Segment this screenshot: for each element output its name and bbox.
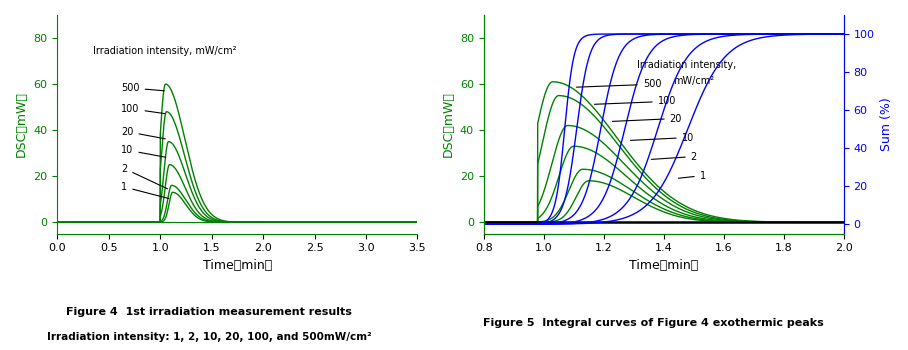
Text: 1: 1: [678, 170, 706, 181]
Text: 10: 10: [121, 145, 166, 157]
Text: 100: 100: [595, 96, 676, 106]
Text: 2: 2: [651, 152, 697, 162]
Text: Figure 5  Integral curves of Figure 4 exothermic peaks: Figure 5 Integral curves of Figure 4 exo…: [483, 317, 824, 328]
X-axis label: Time（min）: Time（min）: [629, 259, 698, 272]
Text: 1: 1: [121, 182, 169, 198]
Text: Figure 4  1st irradiation measurement results: Figure 4 1st irradiation measurement res…: [66, 307, 351, 317]
Text: 20: 20: [121, 127, 165, 139]
Text: Irradiation intensity, mW/cm²: Irradiation intensity, mW/cm²: [94, 46, 237, 56]
Text: 500: 500: [577, 79, 661, 89]
Text: 100: 100: [121, 104, 164, 114]
Text: 10: 10: [630, 133, 694, 142]
Text: 20: 20: [613, 113, 682, 124]
Y-axis label: DSC（mW）: DSC（mW）: [441, 91, 454, 157]
Y-axis label: Sum (%): Sum (%): [880, 98, 893, 151]
X-axis label: Time（min）: Time（min）: [202, 259, 272, 272]
Text: 2: 2: [121, 163, 168, 189]
Y-axis label: DSC（mW）: DSC（mW）: [15, 91, 28, 157]
Text: Irradiation intensity: 1, 2, 10, 20, 100, and 500mW/cm²: Irradiation intensity: 1, 2, 10, 20, 100…: [46, 331, 371, 342]
Text: 500: 500: [121, 83, 164, 93]
Text: mW/cm²: mW/cm²: [673, 76, 714, 86]
Text: Irradiation intensity,: Irradiation intensity,: [637, 60, 736, 70]
